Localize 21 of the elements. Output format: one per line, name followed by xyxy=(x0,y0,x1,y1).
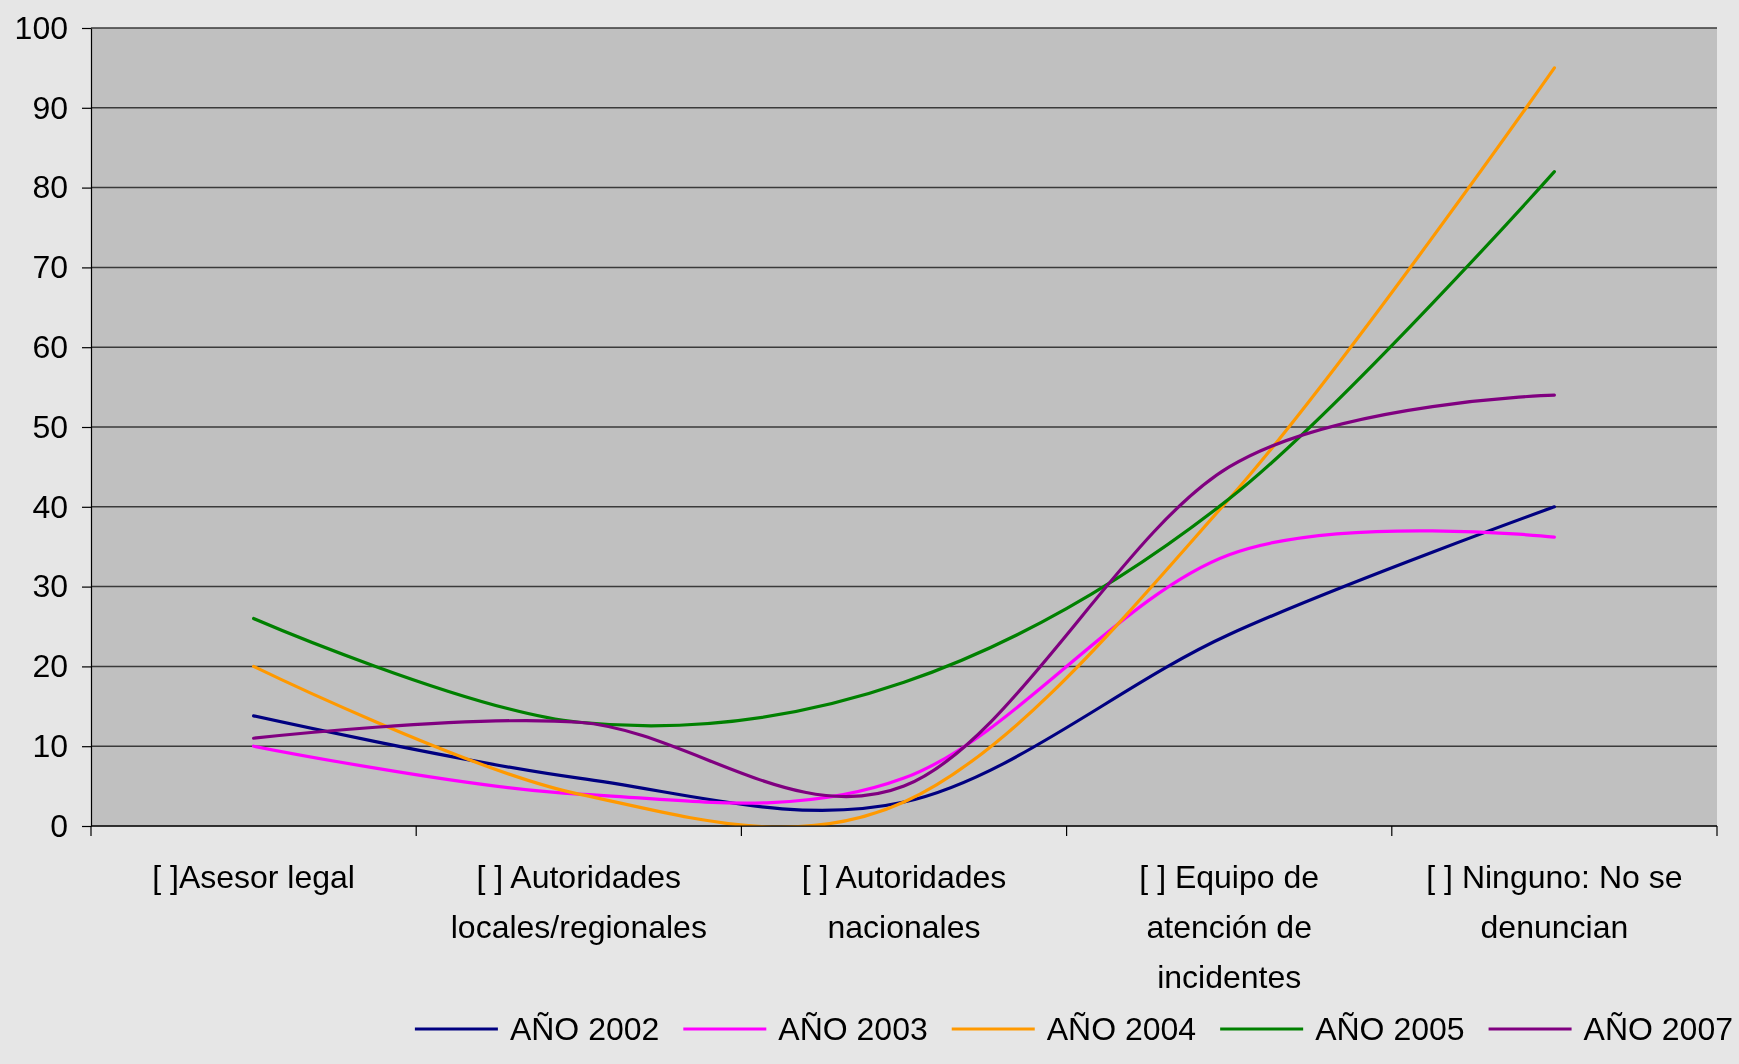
legend-label: AÑO 2005 xyxy=(1315,1011,1465,1048)
legend-label: AÑO 2003 xyxy=(778,1011,928,1048)
legend-label: AÑO 2007 xyxy=(1583,1011,1733,1048)
y-tick-label: 40 xyxy=(32,488,68,525)
y-tick-label: 100 xyxy=(14,9,68,46)
legend-label: AÑO 2004 xyxy=(1046,1011,1197,1048)
y-tick-label: 80 xyxy=(32,169,68,206)
x-tick-label: [ ] Autoridades locales/regionales xyxy=(450,859,707,945)
y-tick-label: 30 xyxy=(32,568,68,605)
y-tick-label: 0 xyxy=(50,807,68,844)
y-tick-label: 10 xyxy=(32,727,68,764)
x-tick-label: [ ] Ninguno: No se denuncian xyxy=(1426,859,1683,945)
y-tick-label: 70 xyxy=(32,249,68,286)
y-tick-label: 90 xyxy=(32,89,68,126)
legend-label: AÑO 2002 xyxy=(509,1011,660,1048)
x-tick-label: [ ] Autoridades nacionales xyxy=(801,859,1007,945)
y-tick-label: 60 xyxy=(32,328,68,365)
x-tick-label: [ ] Equipo de atención de incidentes xyxy=(1139,859,1320,995)
y-tick-label: 50 xyxy=(32,408,68,445)
x-tick-label: [ ]Asesor legal xyxy=(152,859,355,895)
y-tick-label: 20 xyxy=(32,648,68,685)
